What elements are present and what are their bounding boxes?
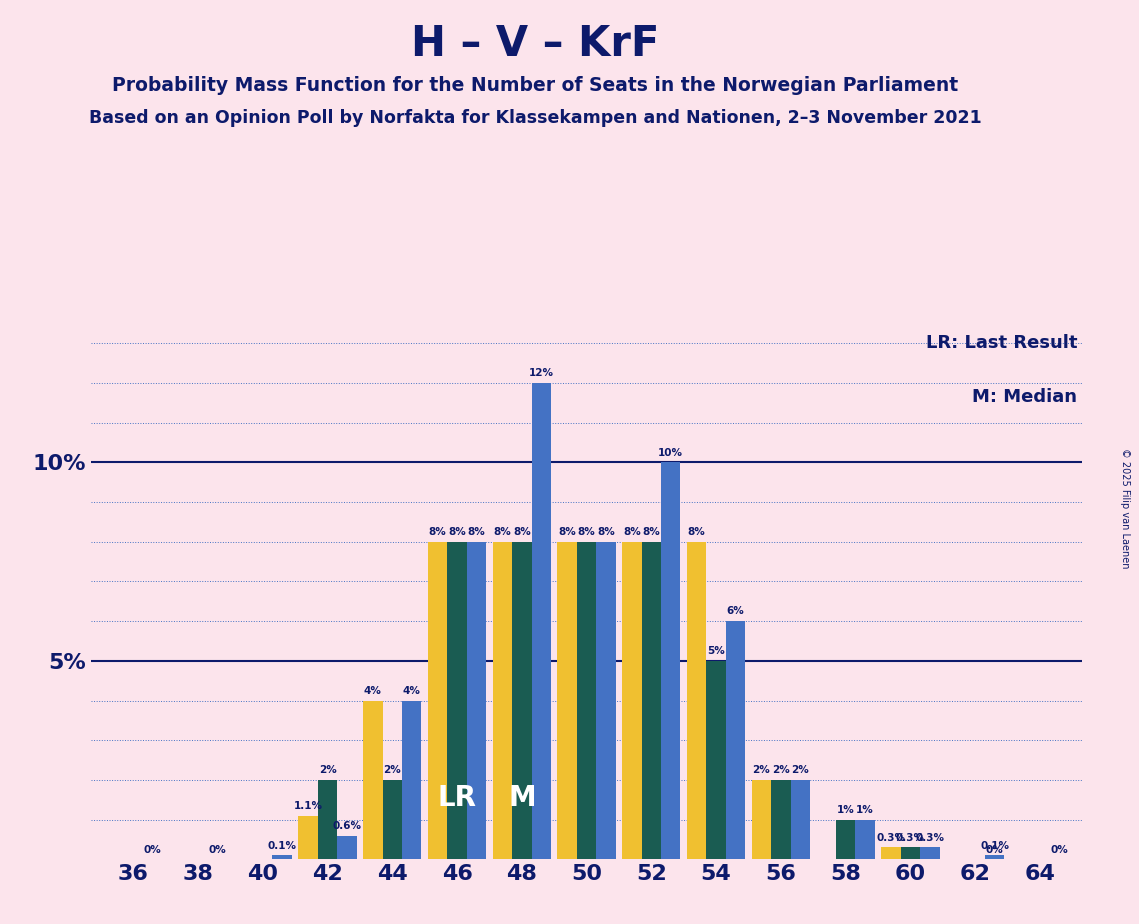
Text: 0%: 0% [208, 845, 227, 855]
Text: 4%: 4% [403, 686, 420, 696]
Bar [901, 847, 920, 859]
Text: 8%: 8% [493, 527, 511, 537]
Bar [318, 780, 337, 859]
Text: 8%: 8% [513, 527, 531, 537]
Bar [726, 621, 745, 859]
Bar [771, 780, 790, 859]
Text: 6%: 6% [727, 606, 745, 616]
Bar [493, 541, 513, 859]
Text: 8%: 8% [428, 527, 446, 537]
Text: 1.1%: 1.1% [294, 801, 322, 811]
Text: 8%: 8% [688, 527, 705, 537]
Bar [985, 856, 1005, 859]
Text: 0.1%: 0.1% [981, 841, 1009, 851]
Text: 0%: 0% [985, 845, 1003, 855]
Text: 8%: 8% [597, 527, 615, 537]
Bar [920, 847, 940, 859]
Text: 10%: 10% [658, 447, 683, 457]
Bar [706, 661, 726, 859]
Text: 5%: 5% [707, 646, 726, 656]
Text: Based on an Opinion Poll by Norfakta for Klassekampen and Nationen, 2–3 November: Based on an Opinion Poll by Norfakta for… [89, 109, 982, 127]
Text: 4%: 4% [364, 686, 382, 696]
Bar [298, 816, 318, 859]
Text: 12%: 12% [528, 368, 554, 378]
Text: 0%: 0% [144, 845, 162, 855]
Text: LR: Last Result: LR: Last Result [926, 334, 1077, 352]
Text: LR: LR [437, 784, 476, 811]
Bar [855, 820, 875, 859]
Bar [557, 541, 576, 859]
Text: M: Median: M: Median [972, 388, 1077, 406]
Bar [532, 383, 551, 859]
Bar [337, 835, 357, 859]
Bar [882, 847, 901, 859]
Bar [622, 541, 641, 859]
Bar [383, 780, 402, 859]
Text: 0.1%: 0.1% [268, 841, 296, 851]
Text: 2%: 2% [384, 765, 401, 775]
Text: 0.3%: 0.3% [896, 833, 925, 843]
Bar [576, 541, 597, 859]
Bar [836, 820, 855, 859]
Text: H – V – KrF: H – V – KrF [411, 23, 659, 65]
Bar [687, 541, 706, 859]
Bar [363, 700, 383, 859]
Text: Probability Mass Function for the Number of Seats in the Norwegian Parliament: Probability Mass Function for the Number… [113, 76, 958, 95]
Text: 0.3%: 0.3% [916, 833, 944, 843]
Text: 0%: 0% [1050, 845, 1068, 855]
Text: 2%: 2% [319, 765, 336, 775]
Text: M: M [508, 784, 535, 811]
Text: 8%: 8% [642, 527, 661, 537]
Bar [513, 541, 532, 859]
Text: 8%: 8% [558, 527, 576, 537]
Bar [641, 541, 661, 859]
Bar [661, 462, 680, 859]
Text: 8%: 8% [448, 527, 466, 537]
Text: 8%: 8% [468, 527, 485, 537]
Text: 8%: 8% [577, 527, 596, 537]
Text: 2%: 2% [772, 765, 789, 775]
Bar [428, 541, 448, 859]
Text: 8%: 8% [623, 527, 641, 537]
Bar [272, 856, 292, 859]
Bar [467, 541, 486, 859]
Text: 2%: 2% [753, 765, 770, 775]
Text: 0.3%: 0.3% [877, 833, 906, 843]
Text: 1%: 1% [837, 805, 854, 815]
Bar [597, 541, 616, 859]
Bar [448, 541, 467, 859]
Text: © 2025 Filip van Laenen: © 2025 Filip van Laenen [1121, 448, 1130, 568]
Bar [402, 700, 421, 859]
Bar [752, 780, 771, 859]
Bar [790, 780, 810, 859]
Text: 0.6%: 0.6% [333, 821, 361, 831]
Text: 2%: 2% [792, 765, 809, 775]
Text: 1%: 1% [857, 805, 874, 815]
